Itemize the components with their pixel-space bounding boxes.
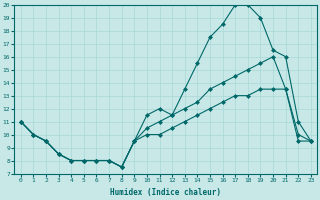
X-axis label: Humidex (Indice chaleur): Humidex (Indice chaleur) bbox=[110, 188, 221, 197]
